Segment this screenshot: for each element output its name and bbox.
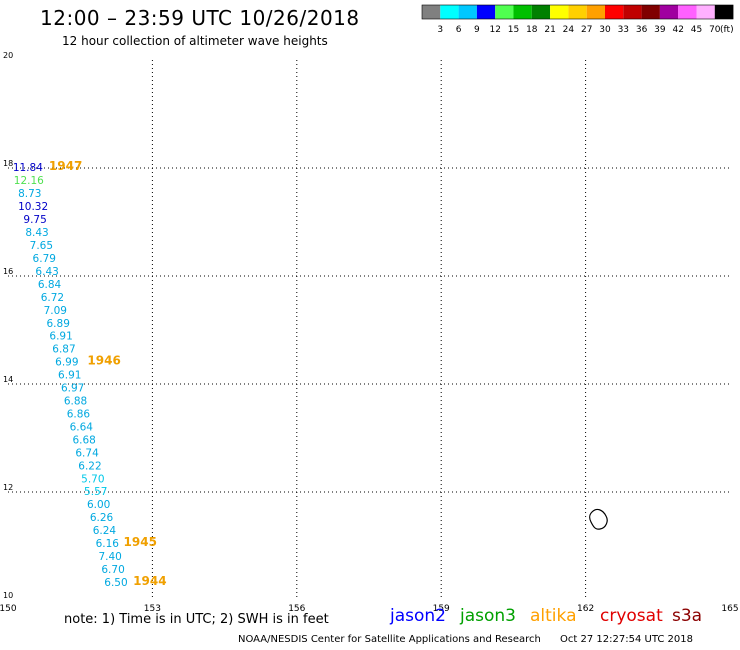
wave-height-label: 6.68 [72, 434, 95, 446]
footer-timestamp: Oct 27 12:27:54 UTC 2018 [560, 634, 693, 645]
legend-tick-label: 9 [474, 25, 480, 35]
pass-time-label: 1944 [133, 574, 166, 588]
sat-label-s3a: s3a [672, 606, 703, 626]
legend-tick-label: 33 [618, 25, 629, 35]
legend-tick-label: 24 [563, 25, 575, 35]
legend-tick-label: 21 [544, 25, 555, 35]
lat-tick-label: 14 [3, 375, 13, 384]
legend-tick-label: 70 [709, 25, 721, 35]
wave-height-label: 6.79 [33, 253, 56, 265]
map-subtitle: 12 hour collection of altimeter wave hei… [62, 34, 328, 48]
lat-tick-label: 12 [3, 483, 13, 492]
pass-time-label: 1946 [87, 354, 120, 368]
wave-height-label: 11.84 [13, 162, 43, 174]
sat-label-cryosat: cryosat [600, 606, 663, 626]
legend-border [421, 4, 734, 20]
wave-height-label: 6.87 [52, 344, 75, 356]
lon-tick-label: 153 [144, 604, 161, 614]
wave-height-label: 5.70 [81, 473, 104, 485]
wave-height-label: 6.24 [93, 525, 117, 537]
wave-height-label: 10.32 [18, 201, 48, 213]
legend-swatch [623, 5, 642, 19]
wave-height-legend: 3 6 9 12 15 18 21 24 27 30 33 36 39 42 45 70 (ft) [421, 4, 734, 35]
sat-label-jason2: jason2 [390, 606, 446, 626]
wave-height-label: 6.99 [55, 357, 78, 369]
wave-height-label: 7.65 [30, 240, 53, 252]
lon-tick-label: 165 [721, 604, 738, 614]
wave-height-label: 8.73 [18, 188, 41, 200]
wave-height-label: 6.43 [35, 266, 58, 278]
lon-tick-label: 162 [577, 604, 594, 614]
wave-height-label: 6.00 [87, 499, 110, 511]
wave-height-label: 7.40 [98, 551, 121, 563]
legend-tick-label: 12 [489, 25, 500, 35]
lat-tick-label: 20 [3, 51, 13, 60]
island-outline [589, 508, 608, 530]
legend-tick-label: 18 [526, 25, 538, 35]
legend-tick-label: 30 [599, 25, 611, 35]
wave-height-label: 5.57 [84, 486, 107, 498]
legend-swatch [586, 5, 605, 19]
lat-tick-label: 18 [3, 159, 13, 168]
lat-tick-label: 10 [3, 591, 13, 600]
map-title: 12:00 – 23:59 UTC 10/26/2018 [40, 6, 360, 30]
legend-swatch [476, 5, 496, 19]
wave-height-label: 8.43 [25, 227, 48, 239]
legend-swatch [714, 5, 734, 19]
wave-height-label: 6.26 [90, 512, 114, 524]
wave-height-label: 6.50 [104, 577, 127, 589]
wave-height-label: 6.97 [61, 383, 84, 395]
wave-height-label: 7.09 [44, 305, 67, 317]
pass-time-label: 1945 [124, 535, 157, 549]
wave-height-label: 6.89 [47, 318, 70, 330]
wave-height-label: 6.70 [101, 564, 124, 576]
legend-swatch [696, 5, 715, 19]
legend-tick-label: 3 [437, 25, 443, 35]
sat-label-altika: altika [530, 606, 577, 626]
legend-swatch [659, 5, 679, 19]
legend-tick-label: 39 [654, 25, 666, 35]
sat-label-jason3: jason3 [460, 606, 516, 626]
legend-tick-label: 15 [508, 25, 519, 35]
lon-tick-label: 159 [433, 604, 450, 614]
legend-swatch [641, 5, 660, 19]
note-text: note: 1) Time is in UTC; 2) SWH is in fe… [64, 612, 329, 627]
legend-swatch [458, 5, 477, 19]
wave-height-label: 6.84 [38, 279, 62, 291]
footer: NOAA/NESDIS Center for Satellite Applica… [238, 634, 693, 645]
wave-height-label: 6.22 [78, 460, 101, 472]
lon-tick-label: 150 [0, 604, 17, 614]
legend-swatch [531, 5, 551, 19]
legend-swatch [440, 5, 459, 19]
legend-tick-label: 6 [456, 25, 462, 35]
wave-height-label: 6.88 [64, 396, 87, 408]
wave-height-label: 6.91 [49, 331, 72, 343]
legend-swatch [513, 5, 532, 19]
legend-tick-label: 27 [581, 25, 592, 35]
legend-swatch [678, 5, 697, 19]
legend-tick-label: 42 [672, 25, 683, 35]
legend-tick-label: 45 [691, 25, 702, 35]
pass-time-label: 1947 [49, 159, 82, 173]
wave-height-label: 9.75 [23, 214, 46, 226]
wave-height-label: 6.86 [67, 408, 91, 420]
wave-height-label: 6.72 [41, 292, 64, 304]
wave-height-label: 6.64 [70, 421, 94, 433]
footer-org: NOAA/NESDIS Center for Satellite Applica… [238, 634, 541, 645]
wave-height-label: 6.74 [75, 447, 99, 459]
wave-height-label: 6.91 [58, 370, 81, 382]
wave-height-label: 6.16 [96, 538, 120, 550]
legend-swatch [550, 5, 569, 19]
lat-tick-label: 16 [3, 267, 13, 276]
legend-swatch [422, 5, 441, 19]
legend-tick-label: 36 [636, 25, 648, 35]
legend-swatch [495, 5, 514, 19]
legend-swatch [605, 5, 624, 19]
lon-tick-label: 156 [288, 604, 305, 614]
wave-height-label: 12.16 [14, 175, 44, 187]
legend-unit-label: (ft) [720, 25, 734, 35]
legend-swatch [568, 5, 587, 19]
